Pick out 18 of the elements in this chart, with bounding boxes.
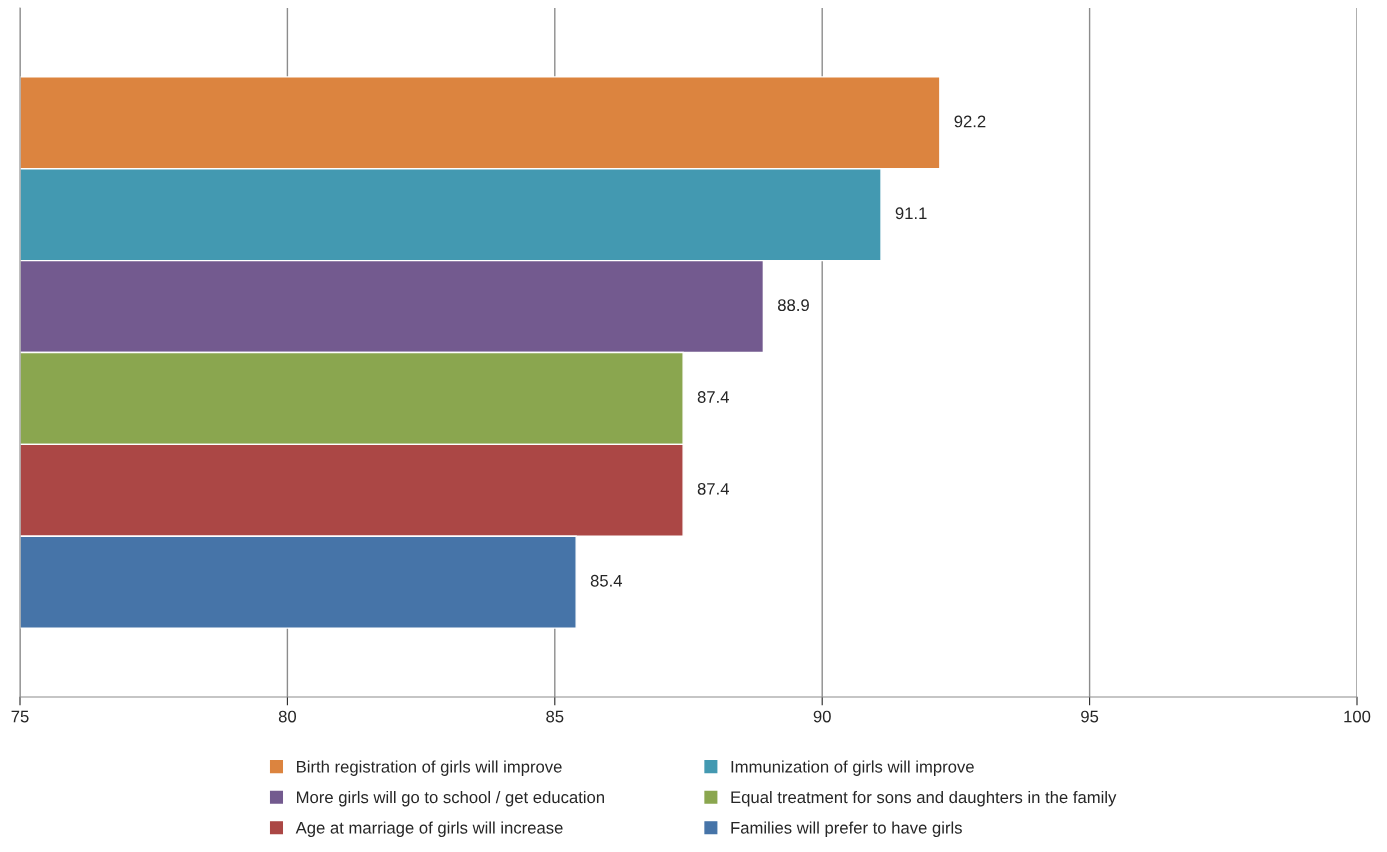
x-tick-label: 80	[278, 710, 297, 723]
x-tick-label: 85	[546, 710, 564, 723]
legend-label: Birth registration of girls will improve	[297, 760, 562, 776]
legend-label: Equal treatment for sons and daughters in the family	[731, 790, 1117, 807]
x-tick-label: 90	[813, 710, 831, 723]
legend-label: Age at marriage of girls will increase	[295, 821, 563, 837]
x-tick-label: 95	[1081, 710, 1099, 723]
data-label: 88.9	[777, 299, 809, 312]
data-label: 87.4	[697, 482, 729, 495]
legend-label: Families will prefer to have girls	[731, 821, 962, 837]
legend-label: Immunization of girls will improve	[731, 760, 974, 776]
x-tick-label: 75	[11, 710, 29, 723]
legend-label: More girls will go to school / get education	[297, 790, 604, 807]
data-label: 92.2	[954, 115, 986, 128]
data-label: 91.1	[895, 207, 927, 220]
data-label: 87.4	[697, 391, 729, 403]
x-tick-label: 100	[1344, 710, 1371, 723]
data-label: 85.4	[590, 574, 623, 587]
